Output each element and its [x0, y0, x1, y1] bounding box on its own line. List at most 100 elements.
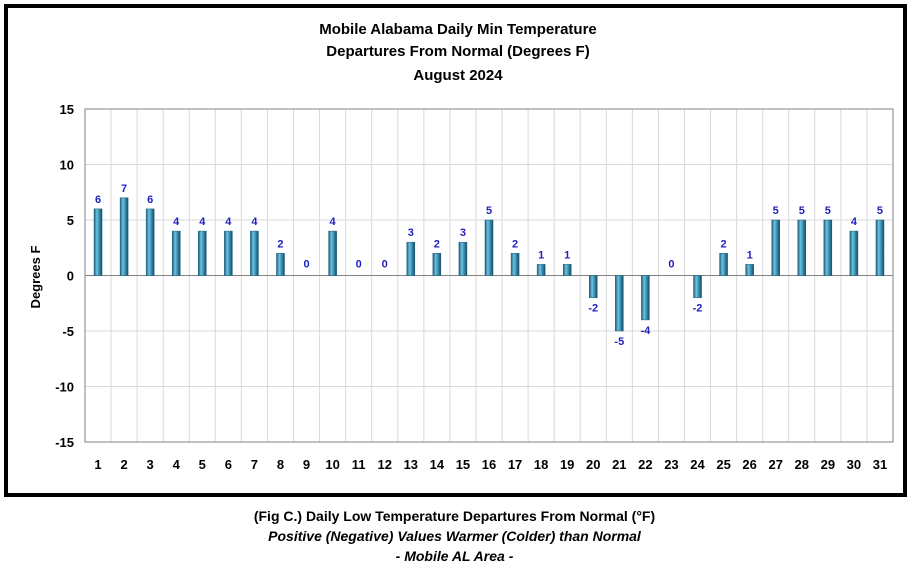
y-axis-ticks: 15 10 5 0 -5 -10 -15 [55, 102, 74, 450]
x-tick-label: 25 [716, 457, 730, 472]
data-label: 4 [851, 216, 858, 228]
bar-day-18 [536, 264, 546, 276]
bar-day-15 [458, 241, 468, 276]
bar-day-20 [589, 275, 598, 298]
bar-day-2 [119, 197, 129, 276]
data-label: 1 [747, 249, 753, 261]
x-tick-label: 9 [303, 457, 310, 472]
x-tick-label: 17 [508, 457, 522, 472]
x-tick-label: 23 [664, 457, 678, 472]
bar-day-16 [484, 219, 494, 276]
data-label: 3 [408, 227, 414, 239]
x-tick-label: 20 [586, 457, 600, 472]
caption-line-1: (Fig C.) Daily Low Temperature Departure… [253, 508, 656, 524]
x-tick-label: 11 [352, 457, 366, 472]
bar-day-4 [171, 230, 181, 276]
chart-title-line-1: Mobile Alabama Daily Min Temperature [319, 21, 597, 38]
data-label: 6 [95, 194, 101, 206]
x-tick-label: 24 [690, 457, 705, 472]
bar-day-21 [615, 275, 624, 332]
x-tick-label: 6 [225, 457, 232, 472]
chart-svg: Mobile Alabama Daily Min Temperature Dep… [28, 21, 894, 472]
data-label: 1 [538, 249, 544, 261]
bar-day-5 [198, 230, 207, 276]
chart-title: Mobile Alabama Daily Min Temperature Dep… [319, 21, 597, 84]
x-tick-label: 13 [404, 457, 418, 472]
x-tick-label: 2 [120, 457, 127, 472]
x-tick-label: 18 [534, 457, 548, 472]
x-axis-ticks: 1 2 3 4 5 6 7 8 9 10 11 12 13 14 15 16 17 18 19 20 21 22 23 24 2… [94, 457, 887, 472]
data-label: 0 [382, 259, 388, 271]
x-tick-label: 16 [482, 457, 496, 472]
data-label: 5 [877, 205, 883, 217]
x-tick-label: 26 [742, 457, 756, 472]
data-label: -5 [614, 336, 624, 348]
caption-line-3: - Mobile AL Area - [395, 548, 514, 564]
data-label: 4 [251, 216, 258, 228]
x-tick-label: 30 [847, 457, 861, 472]
bar-day-29 [823, 219, 833, 276]
bar-day-26 [745, 264, 754, 276]
data-label: 4 [330, 216, 337, 228]
bar-day-8 [276, 253, 285, 276]
bar-day-7 [250, 230, 259, 276]
y-tick-label: 0 [67, 269, 74, 284]
y-axis-label: Degrees F [28, 246, 43, 309]
x-tick-label: 8 [277, 457, 284, 472]
data-label: 0 [356, 259, 362, 271]
x-tick-label: 21 [612, 457, 626, 472]
bar-day-10 [328, 230, 337, 276]
x-tick-label: 27 [768, 457, 782, 472]
caption-line-2: Positive (Negative) Values Warmer (Colde… [268, 528, 641, 544]
bar-day-28 [797, 219, 807, 276]
bar-day-22 [641, 275, 650, 321]
bar-day-24 [693, 275, 702, 298]
bar-day-17 [510, 253, 520, 276]
data-label: -2 [693, 303, 703, 315]
bar-day-14 [432, 253, 442, 276]
x-tick-label: 19 [560, 457, 574, 472]
bar-day-27 [771, 219, 780, 276]
bar-day-19 [562, 264, 572, 276]
data-label: 4 [225, 216, 232, 228]
bar-day-3 [145, 208, 155, 276]
bar-day-25 [719, 253, 728, 276]
x-tick-label: 4 [173, 457, 181, 472]
x-tick-label: 15 [456, 457, 470, 472]
data-label: 4 [199, 216, 206, 228]
figure-caption: (Fig C.) Daily Low Temperature Departure… [0, 506, 909, 566]
data-label: 7 [121, 183, 127, 195]
x-tick-label: 7 [251, 457, 258, 472]
y-tick-label: -15 [55, 435, 74, 450]
x-tick-label: 31 [873, 457, 887, 472]
x-tick-label: 10 [325, 457, 339, 472]
x-tick-label: 12 [378, 457, 392, 472]
data-label: 5 [825, 205, 831, 217]
data-label: -2 [588, 303, 598, 315]
data-label: 2 [434, 238, 440, 250]
bar-day-1 [93, 208, 103, 276]
data-label: 2 [277, 238, 283, 250]
data-label: -4 [640, 325, 651, 337]
bar-day-31 [875, 219, 885, 276]
y-tick-label: -5 [62, 324, 74, 339]
x-tick-label: 29 [821, 457, 835, 472]
data-label: 3 [460, 227, 466, 239]
bar-day-30 [849, 230, 859, 276]
x-tick-label: 28 [795, 457, 809, 472]
chart-title-line-3: August 2024 [413, 67, 503, 84]
data-label: 4 [173, 216, 180, 228]
data-label: 2 [512, 238, 518, 250]
data-label: 5 [799, 205, 805, 217]
y-tick-label: -10 [55, 380, 74, 395]
data-label: 5 [773, 205, 779, 217]
data-label: 1 [564, 249, 570, 261]
data-label: 0 [668, 259, 674, 271]
x-tick-label: 14 [430, 457, 445, 472]
bars [93, 197, 885, 332]
bar-day-13 [406, 241, 416, 276]
y-tick-label: 15 [60, 102, 74, 117]
data-label: 6 [147, 194, 153, 206]
y-tick-label: 5 [67, 213, 74, 228]
data-label: 2 [721, 238, 727, 250]
